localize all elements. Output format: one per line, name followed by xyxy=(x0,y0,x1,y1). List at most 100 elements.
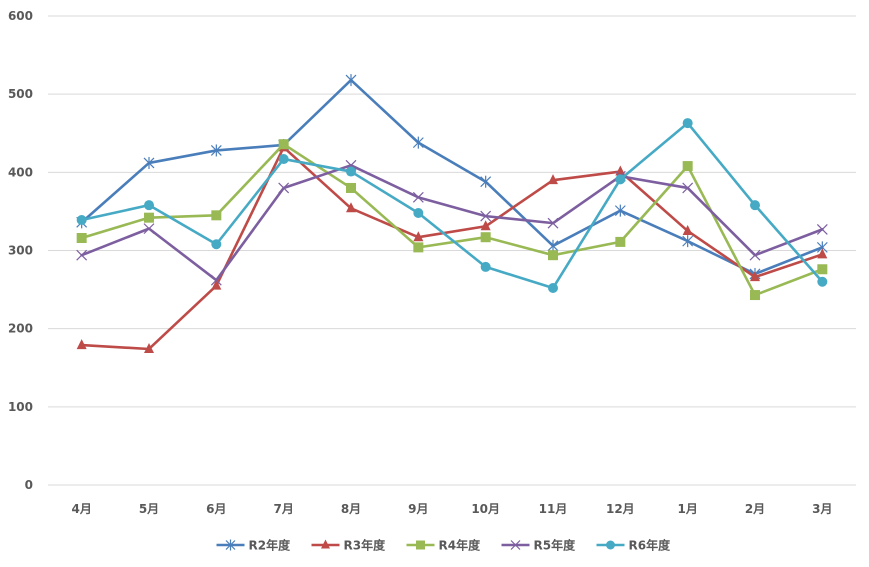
data-point-marker[interactable] xyxy=(548,283,558,294)
data-point-marker[interactable] xyxy=(817,248,828,259)
data-point-marker[interactable] xyxy=(345,74,357,87)
data-point-marker[interactable] xyxy=(615,165,626,176)
data-point-marker[interactable] xyxy=(413,207,424,218)
data-point-marker[interactable] xyxy=(144,342,154,353)
series-line[interactable] xyxy=(80,146,824,351)
y-tick-label: 400 xyxy=(8,165,33,179)
y-tick-label: 600 xyxy=(8,9,33,23)
series-group xyxy=(76,74,828,353)
x-tick-label: 2月 xyxy=(745,502,765,516)
series-line[interactable] xyxy=(80,163,824,282)
series-line[interactable] xyxy=(80,121,824,290)
legend[interactable]: R2年度 R3年度 R4年度 R5年度 R6年度 xyxy=(216,538,672,553)
x-axis-tick-labels: 4月 5月 6月 7月 8月 9月 10月 11月 12月 1月 2月 3月 xyxy=(71,502,832,516)
legend-item[interactable]: R2年度 xyxy=(216,538,292,553)
data-point-marker[interactable] xyxy=(412,191,424,203)
data-point-marker[interactable] xyxy=(682,235,694,248)
data-point-marker[interactable] xyxy=(346,182,356,193)
data-point-marker[interactable] xyxy=(76,232,87,243)
data-point-marker[interactable] xyxy=(76,249,88,261)
data-point-marker[interactable] xyxy=(278,139,289,150)
data-point-marker[interactable] xyxy=(816,223,828,235)
data-point-marker[interactable] xyxy=(510,540,521,550)
legend-item[interactable]: R4年度 xyxy=(406,538,482,553)
legend-item[interactable]: R3年度 xyxy=(311,538,387,553)
data-point-marker[interactable] xyxy=(547,239,559,252)
series-4[interactable] xyxy=(76,159,828,286)
data-point-marker[interactable] xyxy=(225,539,236,551)
data-point-marker[interactable] xyxy=(480,261,491,272)
x-tick-label: 8月 xyxy=(341,502,361,516)
data-point-marker[interactable] xyxy=(143,223,155,235)
data-point-marker[interactable] xyxy=(346,202,356,213)
data-point-marker[interactable] xyxy=(750,271,760,282)
data-point-marker[interactable] xyxy=(144,212,154,223)
data-point-marker[interactable] xyxy=(210,144,222,157)
x-tick-label: 6月 xyxy=(206,502,226,516)
legend-label: R2年度 xyxy=(249,538,292,553)
data-point-marker[interactable] xyxy=(211,279,222,290)
data-point-marker[interactable] xyxy=(211,239,222,250)
data-point-marker[interactable] xyxy=(480,175,492,188)
legend-label: R4年度 xyxy=(439,538,482,553)
data-point-marker[interactable] xyxy=(548,250,558,261)
data-point-marker[interactable] xyxy=(76,339,87,350)
data-point-marker[interactable] xyxy=(278,154,289,165)
x-tick-label: 9月 xyxy=(408,502,428,516)
data-point-marker[interactable] xyxy=(143,156,155,169)
data-point-marker[interactable] xyxy=(614,204,626,217)
data-point-marker[interactable] xyxy=(321,539,330,549)
x-tick-label: 5月 xyxy=(139,502,159,516)
data-point-marker[interactable] xyxy=(480,210,492,222)
y-tick-label: 500 xyxy=(8,87,33,101)
y-tick-label: 300 xyxy=(8,244,33,258)
data-point-marker[interactable] xyxy=(412,136,424,149)
series-2[interactable] xyxy=(76,141,828,353)
data-point-marker[interactable] xyxy=(606,540,615,550)
data-point-marker[interactable] xyxy=(211,210,222,221)
data-point-marker[interactable] xyxy=(210,274,222,286)
data-point-marker[interactable] xyxy=(416,540,425,550)
x-tick-label: 7月 xyxy=(273,502,293,516)
data-point-marker[interactable] xyxy=(144,200,154,211)
x-tick-label: 10月 xyxy=(471,502,500,516)
data-point-marker[interactable] xyxy=(76,215,87,226)
data-point-marker[interactable] xyxy=(278,182,290,194)
x-tick-label: 11月 xyxy=(539,502,568,516)
data-point-marker[interactable] xyxy=(480,220,491,231)
y-axis-tick-labels: 0 100 200 300 400 500 600 xyxy=(8,9,33,492)
x-tick-label: 3月 xyxy=(812,502,832,516)
series-line[interactable] xyxy=(80,142,824,297)
series-line[interactable] xyxy=(80,78,824,276)
data-point-marker[interactable] xyxy=(346,166,356,177)
grid-lines xyxy=(48,15,856,486)
data-point-marker[interactable] xyxy=(750,200,760,211)
legend-label: R5年度 xyxy=(534,538,577,553)
data-point-marker[interactable] xyxy=(615,174,626,185)
legend-item[interactable]: R5年度 xyxy=(501,538,577,553)
data-point-marker[interactable] xyxy=(548,174,558,185)
y-tick-label: 0 xyxy=(25,478,33,492)
data-point-marker[interactable] xyxy=(682,224,693,235)
data-point-marker[interactable] xyxy=(547,217,559,229)
series-5[interactable] xyxy=(76,118,828,294)
data-point-marker[interactable] xyxy=(480,232,491,243)
y-tick-label: 200 xyxy=(8,322,33,336)
data-point-marker[interactable] xyxy=(817,264,828,275)
data-point-marker[interactable] xyxy=(750,290,760,301)
legend-label: R6年度 xyxy=(629,538,672,553)
data-point-marker[interactable] xyxy=(413,242,424,253)
legend-item[interactable]: R6年度 xyxy=(596,538,672,553)
data-point-marker[interactable] xyxy=(749,249,761,261)
data-point-marker[interactable] xyxy=(413,231,424,242)
x-tick-label: 4月 xyxy=(71,502,91,516)
data-point-marker[interactable] xyxy=(682,161,693,172)
legend-label: R3年度 xyxy=(344,538,387,553)
data-point-marker[interactable] xyxy=(615,236,626,247)
series-3[interactable] xyxy=(76,139,828,301)
data-point-marker[interactable] xyxy=(682,182,694,194)
x-tick-label: 12月 xyxy=(606,502,635,516)
data-point-marker[interactable] xyxy=(817,276,828,287)
data-point-marker[interactable] xyxy=(682,118,693,129)
